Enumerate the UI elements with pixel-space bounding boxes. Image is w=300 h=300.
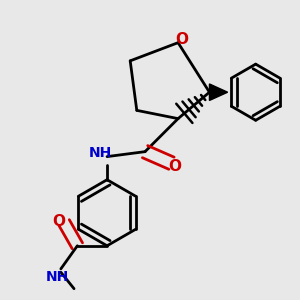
- Text: NH: NH: [89, 146, 112, 160]
- Polygon shape: [209, 84, 228, 101]
- Text: O: O: [175, 32, 188, 47]
- Text: O: O: [53, 214, 66, 229]
- Text: O: O: [168, 159, 181, 174]
- Text: NH: NH: [46, 270, 69, 284]
